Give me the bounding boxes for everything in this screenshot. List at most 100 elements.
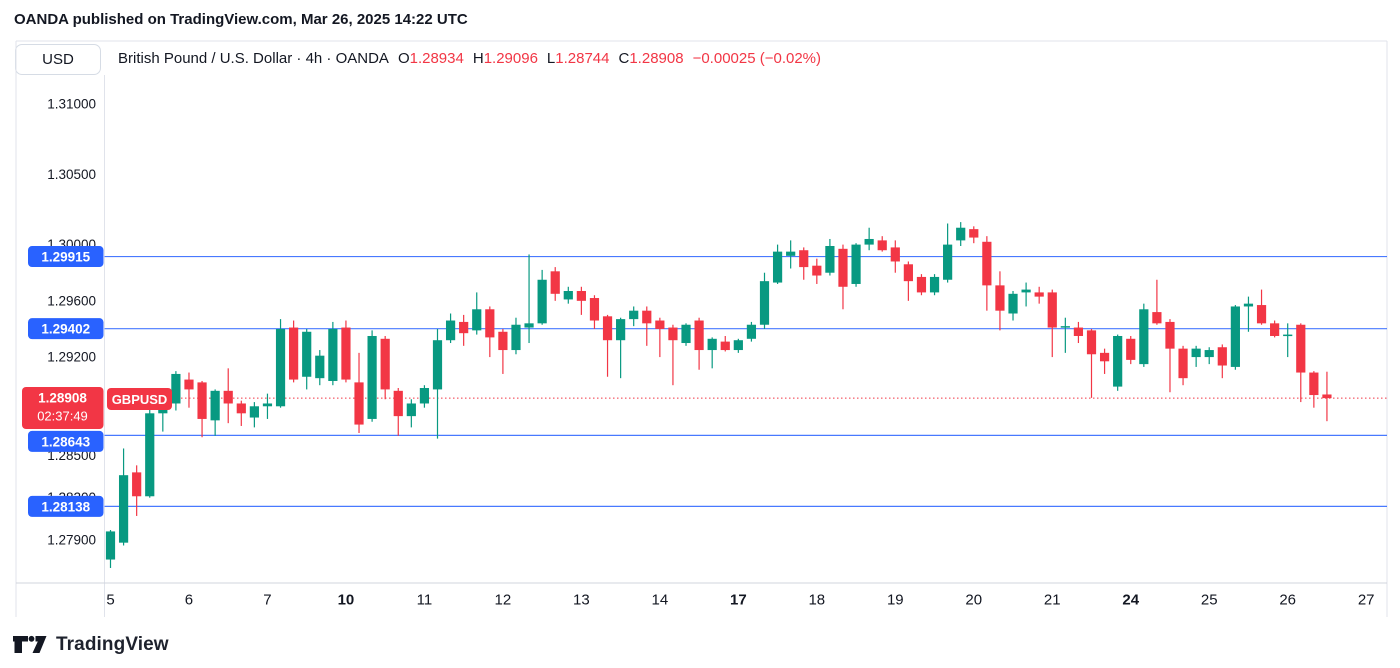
price-tick-label: 1.31000: [47, 97, 96, 112]
price-change: −0.00025 (−0.02%): [692, 50, 822, 67]
candle: [995, 285, 1005, 311]
candle: [1008, 293, 1018, 314]
price-alert-badge-label: 1.28643: [41, 434, 90, 449]
candle: [1283, 334, 1293, 337]
candle: [563, 290, 573, 300]
candle: [1178, 348, 1188, 379]
date-tick-label: 12: [495, 592, 512, 609]
price-tick-label: 1.30500: [47, 167, 96, 182]
publish-header: OANDA published on TradingView.com, Mar …: [14, 11, 468, 28]
currency-toggle-button[interactable]: USD: [15, 44, 101, 75]
date-tick-label: 18: [808, 592, 825, 609]
price-tick-label: 1.29600: [47, 293, 96, 308]
tradingview-logo-icon: [13, 635, 47, 653]
candle: [132, 472, 142, 497]
date-tick-label: 26: [1279, 592, 1296, 609]
date-tick-label: 11: [417, 592, 433, 609]
candle: [197, 382, 207, 419]
date-tick-label: 21: [1044, 592, 1061, 609]
symbol-title[interactable]: British Pound / U.S. Dollar · 4h · OANDA: [118, 50, 389, 67]
tradingview-brand-text: TradingView: [56, 634, 169, 655]
candle: [445, 320, 456, 341]
candle: [772, 251, 783, 283]
candle: [498, 331, 508, 351]
date-tick-label: 17: [730, 592, 747, 609]
candle: [275, 328, 286, 407]
candle: [537, 279, 547, 324]
price-tick-label: 1.29200: [47, 350, 96, 365]
candle: [1230, 306, 1240, 367]
date-tick-label: 10: [338, 592, 355, 609]
price-alert-badge-label: 1.29402: [41, 322, 90, 337]
candle: [367, 335, 377, 419]
candle: [145, 413, 155, 497]
candle: [668, 327, 678, 341]
candle: [511, 324, 521, 351]
candle: [812, 265, 822, 276]
candle: [602, 316, 613, 341]
candle: [1165, 321, 1175, 349]
date-tick-label: 25: [1201, 592, 1218, 609]
candle: [1139, 309, 1149, 365]
date-tick-label: 13: [573, 592, 590, 609]
candle: [694, 320, 704, 351]
candle: [929, 276, 940, 293]
candle: [1113, 335, 1123, 387]
candle: [118, 475, 129, 543]
candle: [472, 309, 482, 331]
candle: [1152, 312, 1162, 324]
current-price-badge: [22, 387, 104, 429]
price-alert-badge[interactable]: [28, 246, 104, 268]
candle: [903, 264, 913, 282]
candle: [262, 403, 273, 407]
date-tick-label: 7: [263, 592, 271, 609]
symbol-tag-label: GBPUSD: [112, 392, 168, 407]
price-alert-badge[interactable]: [28, 318, 104, 340]
candle: [459, 321, 469, 334]
candle: [864, 238, 874, 245]
candle: [236, 403, 246, 414]
current-price-label: 1.28908: [38, 391, 87, 406]
candle: [746, 324, 757, 339]
candle: [969, 229, 979, 238]
candle: [655, 320, 665, 329]
candle: [1086, 330, 1097, 355]
price-alert-badge-label: 1.28138: [41, 499, 90, 514]
candle: [1060, 326, 1070, 328]
candle: [616, 319, 626, 341]
candle: [916, 276, 927, 293]
tradingview-attribution[interactable]: TradingView: [13, 634, 169, 656]
date-tick-label: 19: [887, 592, 904, 609]
candle: [171, 373, 181, 404]
candle: [341, 327, 351, 380]
candle: [315, 355, 325, 379]
candle: [223, 390, 233, 404]
symbol-tag-badge: [107, 388, 172, 410]
candle: [380, 338, 390, 390]
candle: [1126, 338, 1136, 360]
candle: [877, 240, 887, 251]
candle: [799, 250, 809, 268]
candle: [1047, 292, 1057, 328]
candle: [1191, 348, 1201, 358]
candle: [354, 382, 364, 425]
open-value: O 1.28934: [397, 50, 464, 67]
candle: [249, 406, 259, 418]
candle: [786, 251, 796, 256]
date-tick-label: 24: [1122, 592, 1139, 609]
price-alert-badge[interactable]: [28, 430, 104, 452]
candle: [576, 290, 586, 301]
candle: [629, 310, 639, 320]
price-alert-badge[interactable]: [28, 495, 104, 517]
candle: [524, 323, 534, 328]
candle: [393, 390, 403, 417]
candle: [105, 531, 116, 560]
candle: [1309, 372, 1319, 396]
candle: [956, 227, 966, 241]
candle: [184, 379, 194, 390]
candle: [759, 281, 770, 325]
bar-countdown-timer: 02:37:49: [37, 409, 88, 424]
candle: [1256, 305, 1267, 324]
candle: [419, 388, 430, 404]
